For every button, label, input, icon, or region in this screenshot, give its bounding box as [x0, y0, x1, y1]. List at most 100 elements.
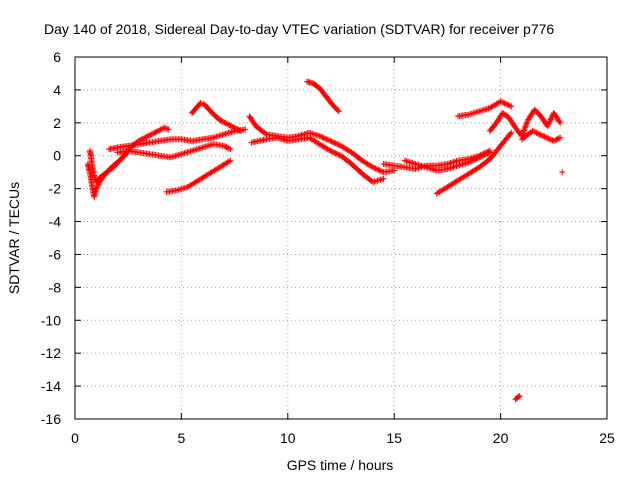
data-point — [218, 118, 225, 125]
data-point — [380, 175, 387, 182]
y-tick-label: -12 — [41, 345, 61, 361]
data-point — [148, 131, 155, 138]
data-point — [327, 137, 334, 144]
data-point — [223, 120, 230, 127]
data-point — [552, 137, 559, 144]
data-point — [544, 123, 551, 130]
data-point — [545, 120, 552, 127]
data-point — [471, 156, 477, 163]
data-point — [232, 125, 239, 132]
data-point — [146, 132, 153, 139]
data-point — [546, 119, 553, 126]
data-point — [520, 128, 527, 135]
data-point — [319, 134, 326, 141]
y-tick-label: -4 — [49, 214, 62, 230]
data-point — [477, 153, 484, 160]
x-tick-label: 0 — [71, 430, 79, 446]
data-point — [508, 103, 515, 110]
data-point — [225, 121, 232, 128]
data-point — [372, 165, 379, 172]
y-tick-label: -2 — [49, 181, 62, 197]
data-point — [151, 130, 158, 137]
data-point — [468, 158, 475, 165]
x-tick-label: 25 — [599, 430, 615, 446]
data-point — [162, 125, 169, 132]
y-tick-label: 2 — [53, 115, 61, 131]
data-point — [371, 164, 378, 171]
data-point — [336, 142, 343, 149]
y-tick-label: -10 — [41, 312, 61, 328]
y-axis-label: SDTVAR / TECUs — [6, 182, 22, 294]
chart-title: Day 140 of 2018, Sidereal Day-to-day VTE… — [44, 21, 554, 37]
data-point — [504, 101, 511, 108]
data-point — [154, 128, 161, 135]
y-tick-label: 6 — [53, 49, 61, 65]
data-point — [522, 124, 529, 131]
data-point — [140, 135, 147, 142]
data-point — [198, 100, 205, 107]
data-point — [546, 136, 553, 143]
data-point — [548, 136, 555, 143]
x-tick-label: 20 — [493, 430, 509, 446]
data-point — [485, 150, 492, 157]
data-point — [545, 135, 552, 142]
data-point — [147, 131, 154, 138]
data-point — [326, 146, 333, 153]
data-point — [334, 150, 341, 157]
data-point — [331, 139, 338, 146]
data-point — [482, 151, 489, 158]
data-point — [93, 185, 100, 192]
data-point — [465, 159, 472, 166]
data-point — [229, 123, 236, 130]
data-point — [538, 132, 545, 139]
data-point — [142, 134, 149, 141]
data-point — [330, 139, 337, 146]
data-point — [143, 133, 150, 140]
data-point — [332, 140, 339, 147]
data-point — [236, 127, 243, 134]
data-point — [335, 141, 342, 148]
data-point — [227, 157, 234, 164]
data-point — [480, 152, 487, 159]
data-point — [550, 137, 557, 144]
y-tick-label: -14 — [41, 378, 61, 394]
data-point — [235, 126, 242, 133]
x-axis-label: GPS time / hours — [287, 457, 394, 473]
y-tick-label: -16 — [41, 411, 61, 427]
data-point — [334, 141, 341, 148]
data-point — [330, 149, 337, 156]
data-point — [501, 100, 508, 107]
data-point — [93, 184, 100, 191]
data-points — [84, 78, 566, 403]
data-point — [474, 154, 481, 161]
data-point — [224, 144, 231, 151]
data-point — [554, 135, 561, 142]
data-point — [335, 151, 342, 158]
data-point — [144, 133, 151, 140]
data-point — [532, 129, 539, 136]
data-point — [222, 120, 229, 127]
data-point — [515, 393, 522, 400]
data-point — [324, 136, 331, 143]
data-point — [502, 100, 509, 107]
data-point — [546, 117, 553, 124]
data-point — [242, 126, 249, 133]
data-point — [524, 119, 531, 126]
data-point — [149, 130, 156, 137]
data-point — [540, 132, 547, 139]
data-point — [508, 129, 515, 136]
data-point — [533, 129, 540, 136]
data-point — [153, 128, 160, 135]
data-point — [505, 102, 512, 109]
data-point — [368, 163, 375, 170]
data-point — [556, 118, 563, 125]
data-point — [231, 124, 238, 131]
data-point — [226, 158, 233, 165]
data-point — [227, 122, 234, 129]
data-point — [328, 138, 335, 145]
y-tick-label: 0 — [53, 148, 61, 164]
data-point — [537, 131, 544, 138]
data-point — [373, 166, 380, 173]
data-point — [507, 130, 514, 137]
